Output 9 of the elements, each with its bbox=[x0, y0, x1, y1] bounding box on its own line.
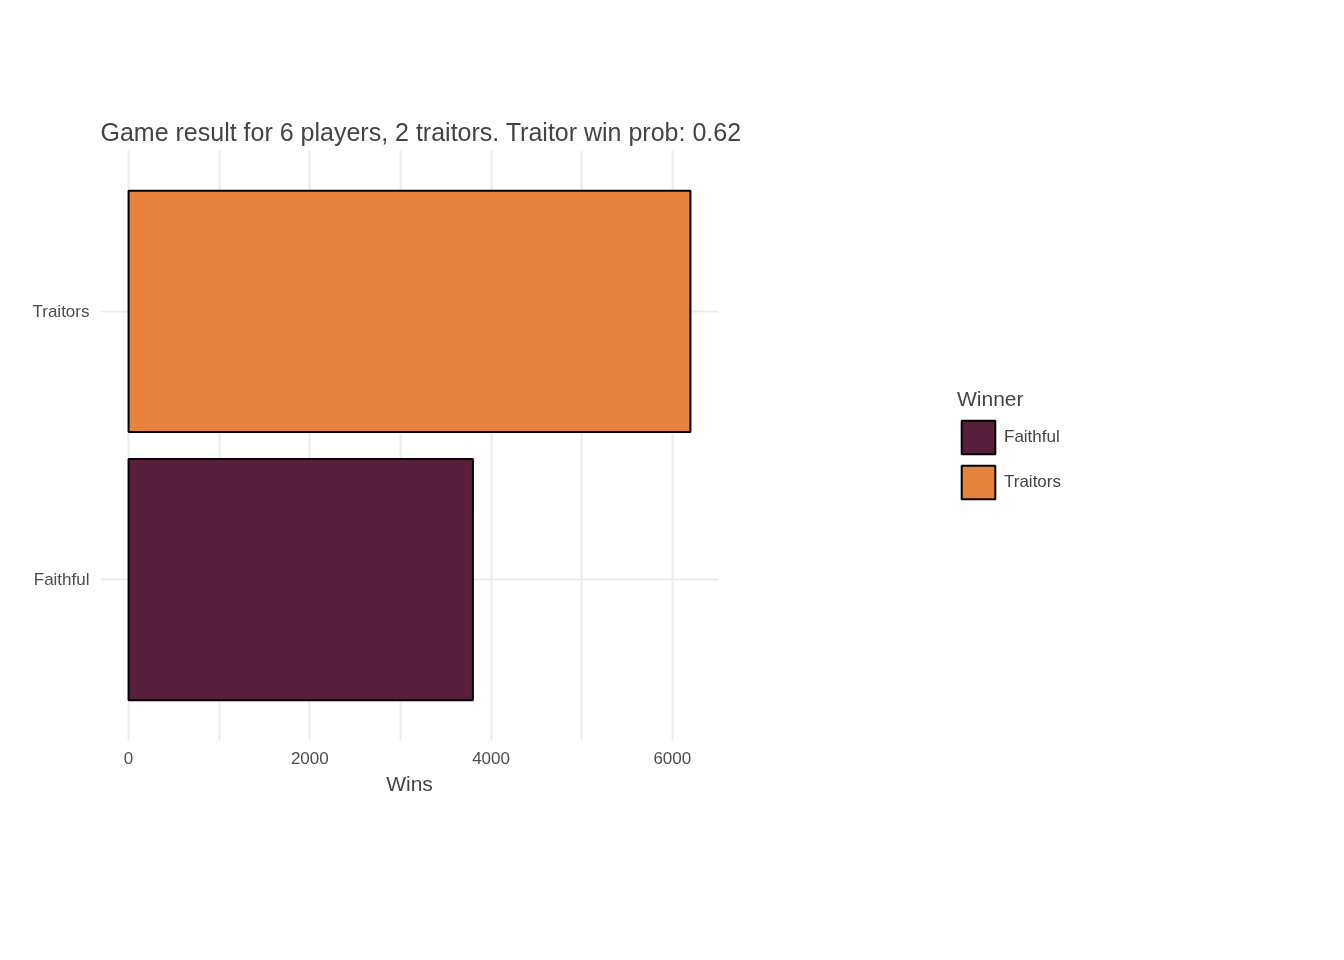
x-tick-label: 6000 bbox=[653, 748, 692, 768]
legend-label: Traitors bbox=[1004, 472, 1061, 492]
x-tick-label: 0 bbox=[123, 748, 134, 768]
x-tick-label: 2000 bbox=[290, 748, 329, 768]
x-axis-title: Wins bbox=[386, 771, 433, 795]
legend-label: Faithful bbox=[1004, 427, 1060, 447]
legend-title: Winner bbox=[957, 387, 1025, 411]
x-tick-label: 4000 bbox=[472, 748, 510, 768]
chart-title: Game result for 6 players, 2 traitors. Traitor win prob: 0.62 bbox=[100, 117, 742, 146]
